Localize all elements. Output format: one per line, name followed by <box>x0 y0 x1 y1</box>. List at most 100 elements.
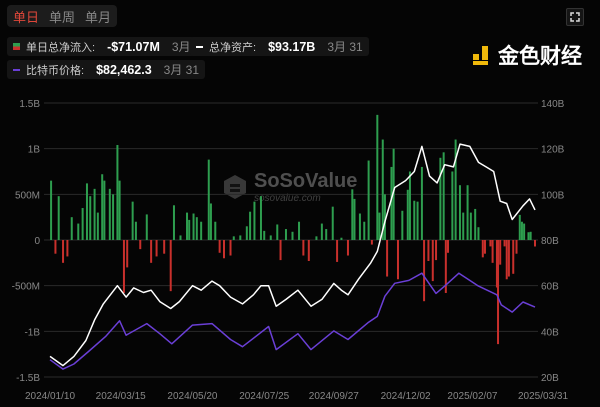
x-axis-tick: 2024/12/02 <box>381 391 431 402</box>
inflow-bar <box>320 223 323 240</box>
legend-daily-flow: 单日总净流入: -$71.07M 3月 31 <box>7 37 214 56</box>
outflow-bar <box>534 240 536 247</box>
outflow-bar <box>515 240 518 254</box>
inflow-bar <box>381 139 384 240</box>
inflow-bar <box>291 231 294 240</box>
left-axis-tick: 500M <box>15 190 40 201</box>
inflow-bar <box>520 221 523 240</box>
inflow-bar <box>392 148 395 240</box>
outflow-bar <box>396 240 399 280</box>
right-axis-tick: 80B <box>541 236 559 247</box>
inflow-bar <box>108 188 111 240</box>
legend-label: 比特币价格: <box>26 64 85 77</box>
outflow-bar <box>307 240 310 262</box>
outflow-bar <box>62 240 65 263</box>
inflow-bar <box>179 235 182 240</box>
left-axis-tick: -1.5B <box>16 373 40 384</box>
inflow-bar <box>529 231 532 240</box>
watermark-url: sosovalue.com <box>254 193 321 204</box>
inflow-bar <box>89 196 92 240</box>
jinse-logo-icon <box>473 46 488 65</box>
inflow-bar <box>195 217 198 240</box>
inflow-bar <box>214 221 217 240</box>
outflow-bar <box>483 240 486 254</box>
outflow-bar <box>155 240 158 257</box>
outflow-bar <box>222 240 225 259</box>
inflow-bar <box>192 213 195 240</box>
x-axis-tick: 2024/05/20 <box>167 391 217 402</box>
inflow-bar <box>462 212 465 240</box>
inflow-bar <box>466 185 469 240</box>
outflow-bar <box>126 240 129 268</box>
inflow-bar <box>518 214 521 240</box>
inflow-bar <box>188 219 191 240</box>
inflow-bar <box>474 208 477 240</box>
x-axis-tick: 2024/09/27 <box>309 391 359 402</box>
left-axis-tick: 0 <box>34 236 40 247</box>
inflow-bar <box>200 221 203 240</box>
period-tabs: 单日 单周 单月 <box>7 5 118 27</box>
legend-value: $93.17B <box>268 39 316 54</box>
inflow-bar <box>383 194 386 240</box>
legend-date: 3月 31 <box>327 40 363 54</box>
outflow-bar <box>370 240 373 245</box>
inflow-bar <box>259 196 262 240</box>
outflow-bar <box>122 240 125 293</box>
outflow-bar <box>336 240 339 262</box>
legend-date: 3月 31 <box>163 63 200 77</box>
inflow-bar <box>284 229 287 240</box>
inflow-bar <box>112 194 115 240</box>
assets-swatch <box>196 45 203 48</box>
inflow-bar <box>239 235 242 240</box>
outflow-bar <box>499 240 502 265</box>
inflow-bar <box>276 224 279 240</box>
inflow-bar <box>103 180 106 240</box>
outflow-bar <box>507 240 510 277</box>
inflow-bar <box>406 189 409 240</box>
tab-monthly[interactable]: 单月 <box>85 9 112 25</box>
inflow-bar <box>96 212 99 240</box>
outflow-bar <box>54 240 57 254</box>
inflow-bar <box>81 208 84 240</box>
tab-daily[interactable]: 单日 <box>13 9 40 25</box>
btc-price-line <box>49 272 536 370</box>
inflow-bar <box>367 160 370 240</box>
inflow-bar <box>439 157 442 240</box>
fullscreen-button[interactable] <box>566 8 584 26</box>
inflow-bar <box>477 227 480 240</box>
fullscreen-icon <box>570 12 580 22</box>
left-axis-tick: -1B <box>24 327 40 338</box>
tab-weekly[interactable]: 单周 <box>49 9 76 25</box>
inflow-bar <box>527 232 530 240</box>
x-axis-tick: 2024/07/25 <box>239 391 289 402</box>
inflow-bar <box>376 114 379 240</box>
inflow-bar <box>413 200 416 240</box>
right-axis-tick: 140B <box>541 99 565 110</box>
x-axis-tick: 2024/01/10 <box>25 391 75 402</box>
watermark-brand: SoSoValue <box>254 170 358 192</box>
inflow-bar <box>131 201 134 240</box>
x-axis-tick: 2024/03/15 <box>96 391 146 402</box>
watermark: SoSoValue sosovalue.com <box>222 170 357 204</box>
inflow-bar <box>298 221 301 240</box>
outflow-bar <box>435 240 438 261</box>
legend-value: -$71.07M <box>107 39 160 54</box>
inflow-bar <box>408 171 411 240</box>
inflow-bar <box>458 185 461 240</box>
inflow-bar <box>442 152 445 240</box>
inflow-bar <box>325 229 328 240</box>
inflow-bar <box>454 139 457 240</box>
x-axis-tick: 2025/02/07 <box>447 391 497 402</box>
outflow-bar <box>229 240 232 256</box>
flow-swatch <box>13 43 20 50</box>
outflow-bar <box>447 240 450 253</box>
inflow-bar <box>50 180 53 240</box>
inflow-bar <box>186 212 189 240</box>
outflow-bar <box>139 240 142 250</box>
inflow-bar <box>469 212 472 240</box>
sosovalue-logo-icon <box>224 175 246 199</box>
outflow-bar <box>427 240 430 262</box>
inflow-bar <box>269 235 272 240</box>
inflow-bar <box>118 180 121 240</box>
